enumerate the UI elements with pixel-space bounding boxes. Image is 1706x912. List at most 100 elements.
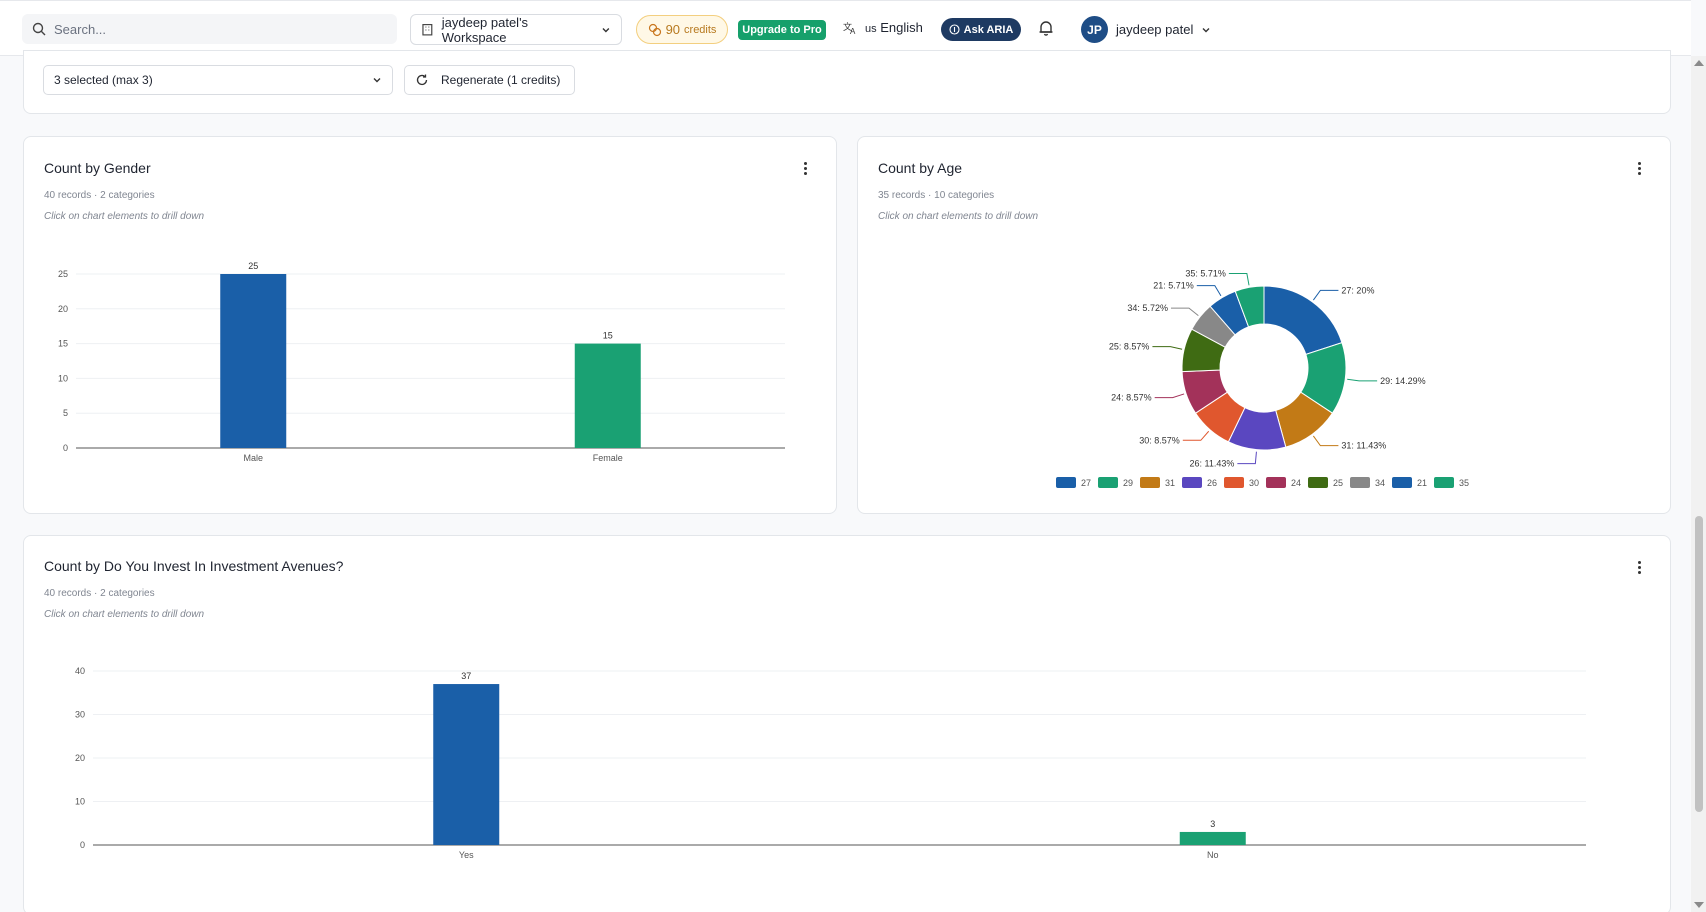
age-legend-swatch-34[interactable] [1350,477,1370,488]
invest-y-tick-label: 10 [75,797,85,807]
age-slice-label: 31: 11.43% [1341,441,1386,451]
credits-value: 90 [665,22,681,37]
workspace-selector[interactable]: jaydeep patel's Workspace [410,14,622,45]
invest-data-label: 37 [461,671,471,681]
column-select-value: 3 selected (max 3) [54,73,153,87]
ask-aria-button[interactable]: Ask ARIA [941,18,1021,41]
invest-data-label: 3 [1210,819,1215,829]
age-slice-label: 27: 20% [1341,285,1374,295]
age-slice-label: 26: 11.43% [1189,459,1234,469]
age-slice-label: 34: 5.72% [1127,303,1168,313]
age-legend-swatch-25[interactable] [1308,477,1328,488]
gender-bar-male[interactable] [220,274,287,448]
age-legend-label: 27 [1081,478,1091,488]
age-label-leader [1154,393,1185,399]
user-name: jaydeep patel [1116,22,1194,37]
invest-chart-meta: 40 records · 2 categories [44,588,155,599]
age-legend-swatch-35[interactable] [1434,477,1454,488]
age-legend-swatch-29[interactable] [1098,477,1118,488]
credits-label: credits [684,23,717,36]
age-chart-card [857,136,1671,514]
search-input[interactable] [54,21,374,37]
age-legend-swatch-21[interactable] [1392,477,1412,488]
gender-data-label: 15 [603,331,613,341]
invest-bar-yes[interactable] [433,684,500,845]
age-label-leader [1196,285,1222,297]
chevron-down-icon [1202,27,1210,32]
age-label-leader [1347,378,1378,382]
invest-y-tick-label: 0 [80,840,85,850]
age-slice-35[interactable] [1234,285,1265,328]
page-scrollbar[interactable] [1691,56,1706,912]
scroll-up-icon[interactable] [1694,60,1704,66]
translate-icon: 文A [843,21,856,35]
invest-bar-chart: 0 10 20 30 40 37 Yes 3 No [75,666,1586,860]
gender-bar-chart: 0 5 10 15 20 25 25 Male 15 Female [58,261,785,463]
invest-chart-menu-icon[interactable] [1633,559,1645,575]
ask-aria-label: Ask ARIA [963,23,1014,36]
gender-y-tick-label: 25 [58,269,68,279]
svg-text:A: A [850,27,856,35]
invest-chart-title: Count by Do You Invest In Investment Ave… [44,558,344,574]
age-slice-27[interactable] [1263,285,1343,356]
age-label-leader [1237,451,1257,465]
credits-badge[interactable]: 90 credits [636,15,728,44]
age-legend-swatch-27[interactable] [1056,477,1076,488]
search-box[interactable] [22,14,397,44]
workspace-name: jaydeep patel's Workspace [441,14,529,45]
regenerate-button[interactable]: Regenerate (1 credits) [404,65,575,95]
age-slice-label: 35: 5.71% [1185,269,1226,279]
age-legend-swatch-31[interactable] [1140,477,1160,488]
age-legend-label: 29 [1123,478,1133,488]
age-legend-label: 26 [1207,478,1217,488]
invest-chart-card [23,535,1671,912]
scroll-down-icon[interactable] [1694,902,1704,908]
user-menu[interactable]: JP jaydeep patel [1081,16,1211,43]
gender-x-tick-label: Male [243,453,263,463]
gender-y-tick-label: 10 [58,373,68,383]
chevron-down-icon [602,27,610,32]
age-legend-label: 21 [1417,478,1427,488]
age-legend-swatch-24[interactable] [1266,477,1286,488]
invest-bar-no[interactable] [1179,831,1246,845]
column-select[interactable]: 3 selected (max 3) [43,65,393,95]
gender-chart-hint: Click on chart elements to drill down [44,211,205,222]
bell-icon[interactable] [1037,19,1055,37]
age-slice-label: 29: 14.29% [1380,376,1426,386]
age-label-leader [1152,346,1183,350]
age-chart-meta: 35 records · 10 categories [878,190,995,201]
gender-y-tick-label: 5 [63,408,68,418]
gender-bar-female[interactable] [574,343,641,448]
age-slice-label: 25: 8.57% [1109,342,1150,352]
age-label-leader [1312,289,1339,301]
gender-y-tick-label: 0 [63,443,68,453]
gender-chart-title: Count by Gender [44,160,151,176]
age-legend-label: 25 [1333,478,1343,488]
coins-icon [648,23,661,36]
upgrade-button[interactable]: Upgrade to Pro [738,20,826,40]
age-legend-label: 30 [1249,478,1259,488]
age-legend-label: 34 [1375,478,1385,488]
age-legend-swatch-26[interactable] [1182,477,1202,488]
age-chart-menu-icon[interactable] [1633,160,1645,176]
invest-chart-hint: Click on chart elements to drill down [44,609,205,620]
gender-chart-menu-icon[interactable] [799,160,811,176]
age-slice-label: 21: 5.71% [1153,281,1194,291]
age-chart-hint: Click on chart elements to drill down [878,211,1039,222]
age-legend-label: 31 [1165,478,1175,488]
scrollbar-thumb[interactable] [1695,516,1703,812]
gender-chart-card [23,136,837,514]
gender-data-label: 25 [248,261,258,271]
invest-y-tick-label: 20 [75,753,85,763]
invest-y-tick-label: 30 [75,710,85,720]
age-label-leader [1312,435,1339,447]
avatar: JP [1081,16,1108,43]
building-icon [422,24,433,36]
gender-chart-meta: 40 records · 2 categories [44,190,155,201]
age-label-leader [1170,307,1199,316]
top-bar: jaydeep patel's Workspace 90 credits Upg… [0,0,1691,56]
search-icon [32,22,46,36]
age-legend-label: 24 [1291,478,1301,488]
age-legend-swatch-30[interactable] [1224,477,1244,488]
